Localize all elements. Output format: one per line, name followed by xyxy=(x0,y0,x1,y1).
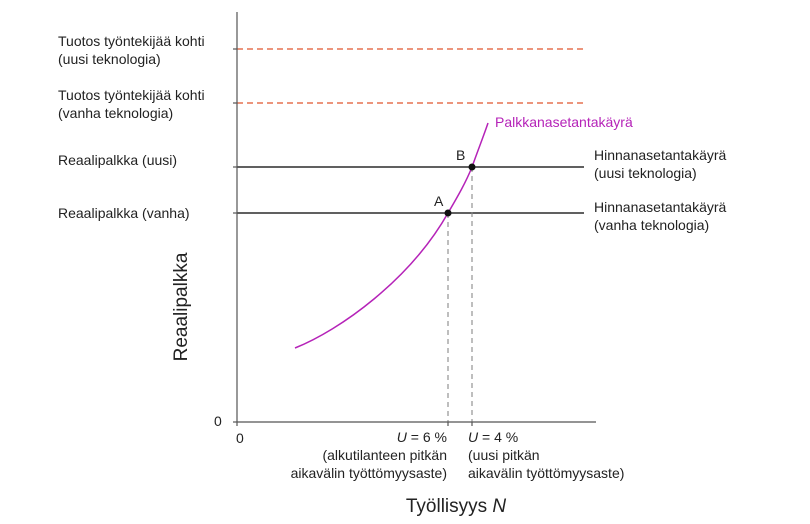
label-price-old-line1: Hinnanasetantakäyrä xyxy=(594,199,727,215)
label-wage-old: Reaalipalkka (vanha) xyxy=(58,205,190,221)
point-a-label: A xyxy=(434,193,444,209)
label-price-new-line1: Hinnanasetantakäyrä xyxy=(594,147,727,163)
label-output-old-line1: Tuotos työntekijää kohti xyxy=(58,87,205,103)
point-b-label: B xyxy=(456,147,465,163)
x-zero-label: 0 xyxy=(236,430,244,446)
y-zero-label: 0 xyxy=(214,413,222,429)
annotation-a-line2: (alkutilanteen pitkän xyxy=(322,447,447,463)
wage-setting-curve xyxy=(294,122,489,349)
label-output-new-line1: Tuotos työntekijää kohti xyxy=(58,33,205,49)
label-price-old-line2: (vanha teknologia) xyxy=(594,217,709,233)
label-wage-new: Reaalipalkka (uusi) xyxy=(58,152,177,168)
annotation-b-line2: (uusi pitkän xyxy=(468,447,540,463)
annotation-b-unemployment: U = 4 % xyxy=(468,429,518,445)
x-axis-title: Työllisyys N xyxy=(406,496,507,517)
annotation-a-unemployment: U = 6 % xyxy=(397,429,447,445)
y-axis-title: Reaalipalkka xyxy=(171,252,192,361)
annotation-b-line3: aikavälin työttömyysaste) xyxy=(468,465,624,481)
point-a-marker xyxy=(444,209,452,217)
annotation-a-line3: aikavälin työttömyysaste) xyxy=(291,465,447,481)
label-output-new-line2: (uusi teknologia) xyxy=(58,51,161,67)
label-output-old-line2: (vanha teknologia) xyxy=(58,105,173,121)
label-wage-setting-curve: Palkkanasetantakäyrä xyxy=(495,114,633,130)
label-price-new-line2: (uusi teknologia) xyxy=(594,165,697,181)
point-b-marker xyxy=(468,163,476,171)
